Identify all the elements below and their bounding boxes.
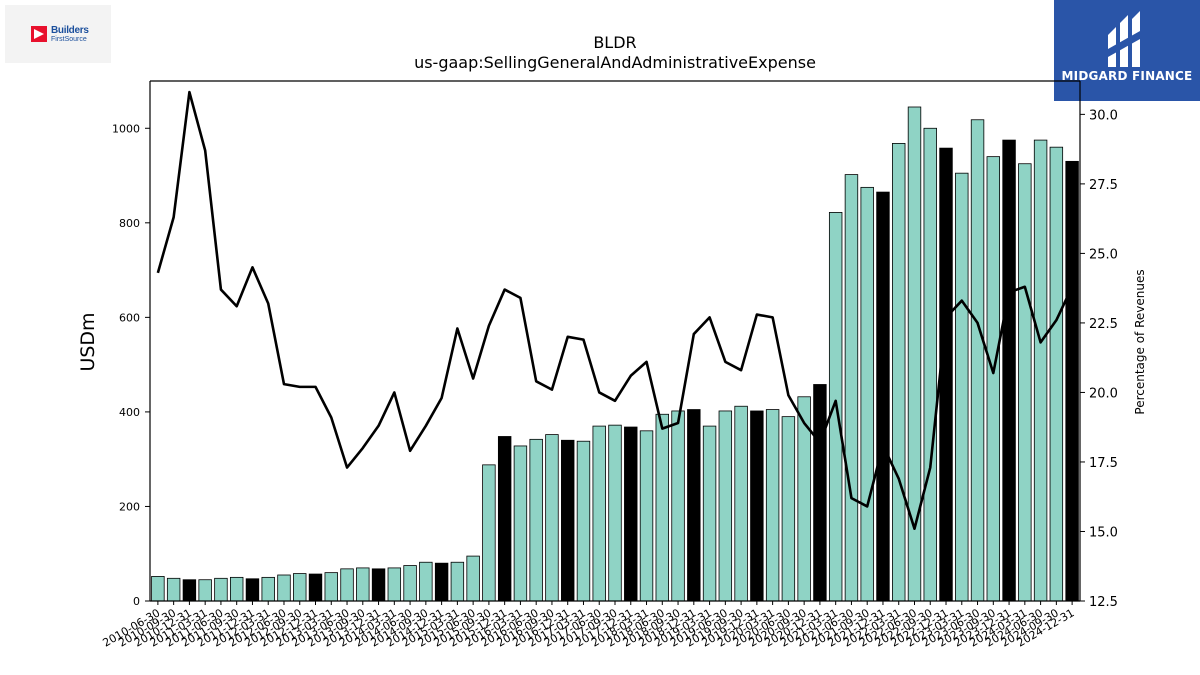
midgard-finance-logo: MIDGARD FINANCE bbox=[1054, 0, 1200, 101]
bar bbox=[860, 186, 874, 602]
bar bbox=[324, 572, 338, 602]
y2-tick-label: 12.5 bbox=[1089, 595, 1118, 610]
bar bbox=[1018, 163, 1032, 602]
bar bbox=[718, 410, 733, 602]
bar bbox=[277, 574, 291, 602]
bar bbox=[655, 413, 669, 602]
bar bbox=[592, 425, 606, 602]
midgard-brand-text: MIDGARD FINANCE bbox=[1061, 69, 1193, 83]
bar bbox=[198, 579, 212, 602]
bar bbox=[371, 568, 386, 602]
bar bbox=[261, 576, 275, 602]
bar bbox=[529, 438, 543, 602]
builders-logo-mark-icon bbox=[31, 26, 47, 42]
chart-subtitle: us-gaap:SellingGeneralAndAdministrativeE… bbox=[414, 53, 816, 72]
bar bbox=[1065, 160, 1079, 602]
bar bbox=[214, 577, 228, 602]
bar bbox=[702, 425, 717, 602]
bar bbox=[813, 384, 827, 602]
y-tick-label: 800 bbox=[119, 217, 140, 230]
bar bbox=[671, 410, 685, 602]
y2-tick-label: 15.0 bbox=[1089, 525, 1118, 540]
bar bbox=[419, 561, 433, 602]
bar bbox=[166, 577, 181, 602]
bar bbox=[923, 127, 937, 602]
bar bbox=[434, 562, 449, 602]
y2-tick-label: 22.5 bbox=[1089, 317, 1118, 332]
bar bbox=[624, 426, 638, 602]
y-axis-label: USDm bbox=[77, 312, 99, 371]
bar bbox=[576, 440, 591, 602]
y2-tick-label: 25.0 bbox=[1089, 247, 1118, 262]
chart-title: BLDR bbox=[593, 33, 636, 52]
bar bbox=[844, 174, 859, 602]
bar bbox=[229, 576, 244, 602]
bar bbox=[608, 424, 622, 602]
bar bbox=[340, 568, 354, 602]
y-tick-label: 200 bbox=[119, 500, 140, 513]
bar bbox=[765, 409, 780, 602]
midgard-monogram-icon bbox=[1108, 11, 1140, 67]
bar bbox=[450, 561, 465, 602]
bar bbox=[750, 410, 764, 602]
bar bbox=[1002, 139, 1016, 602]
bar bbox=[182, 579, 197, 602]
y2-tick-label: 27.5 bbox=[1089, 178, 1118, 193]
bar bbox=[955, 172, 969, 602]
y2-tick-label: 20.0 bbox=[1089, 386, 1118, 401]
bar bbox=[356, 567, 370, 602]
bar bbox=[970, 119, 985, 602]
bar bbox=[876, 191, 890, 602]
pct-line-series bbox=[156, 90, 1074, 531]
builders-firstsource-logo: Builders FirstSource bbox=[5, 5, 111, 63]
bar bbox=[497, 436, 512, 602]
axes: 0 200 400 600 800 1000 12.5 15.0 17.5 20.0 22.5 25.… bbox=[101, 80, 1118, 650]
bar bbox=[1049, 146, 1064, 602]
bar bbox=[293, 573, 307, 602]
bar bbox=[781, 416, 796, 602]
bar bbox=[639, 430, 654, 602]
bar bbox=[892, 142, 906, 602]
bar bbox=[482, 464, 496, 602]
y-tick-label: 600 bbox=[119, 311, 140, 324]
bar bbox=[939, 147, 953, 602]
y2-tick-label: 17.5 bbox=[1089, 456, 1118, 471]
bar bbox=[403, 565, 417, 602]
builders-logo-subtext: FirstSource bbox=[51, 36, 87, 43]
bar bbox=[245, 578, 260, 602]
bar bbox=[513, 445, 528, 602]
y2-axis-label: Percentage of Revenues bbox=[1133, 269, 1147, 414]
pct-line bbox=[156, 90, 1074, 531]
bar bbox=[308, 573, 323, 602]
bar bbox=[545, 434, 559, 602]
bar bbox=[687, 409, 701, 602]
y2-tick-label: 30.0 bbox=[1089, 108, 1118, 123]
bar bbox=[734, 405, 748, 602]
bar bbox=[1033, 139, 1048, 602]
bar bbox=[561, 439, 575, 602]
y-tick-label: 400 bbox=[119, 406, 140, 419]
builders-logo-text: Builders bbox=[51, 25, 89, 36]
bar bbox=[151, 576, 165, 602]
y-tick-label: 1000 bbox=[112, 122, 140, 135]
bar bbox=[387, 567, 402, 602]
y-tick-label: 0 bbox=[133, 595, 140, 608]
bar bbox=[466, 555, 480, 602]
bar-series bbox=[151, 106, 1079, 602]
bar bbox=[986, 156, 1001, 602]
